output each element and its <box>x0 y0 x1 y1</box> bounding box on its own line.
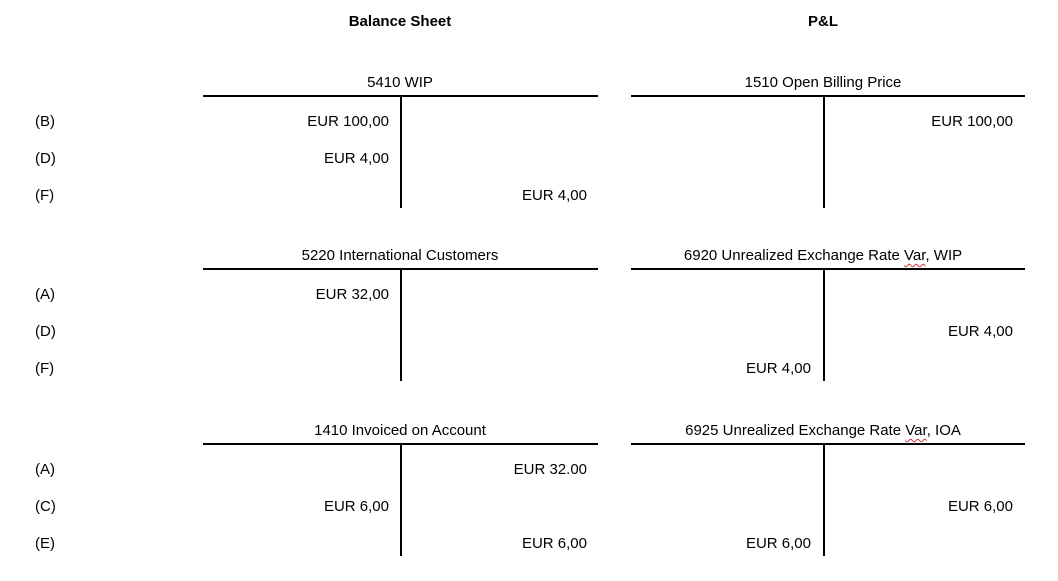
credit-amount: EUR 100,00 <box>931 113 1013 130</box>
account-title-text: 1510 Open Billing Price <box>744 74 902 91</box>
entry-letter-label: (F) <box>35 187 55 204</box>
credit-amount: EUR 4,00 <box>947 323 1013 340</box>
t-account-top-rule <box>631 268 1025 270</box>
t-account-divider-rule <box>400 443 402 556</box>
t-account-divider-rule <box>823 268 825 381</box>
t-account-divider-rule <box>823 443 825 556</box>
entry-letter-label: (C) <box>35 498 56 515</box>
account-title: 6920 Unrealized Exchange Rate Var, WIP <box>684 246 962 265</box>
t-account-top-rule <box>631 443 1025 445</box>
credit-amount: EUR 4,00 <box>521 187 587 204</box>
account-title: 5220 International Customers <box>302 246 499 265</box>
entry-letter-label: (A) <box>35 461 55 478</box>
account-title: 1510 Open Billing Price <box>745 73 902 92</box>
spellcheck-flagged-word: Var <box>905 422 927 439</box>
entry-letter-label: (E) <box>35 535 55 552</box>
t-account-divider-rule <box>400 268 402 381</box>
account-title-text: 5220 International Customers <box>301 247 499 264</box>
debit-amount: EUR 4,00 <box>745 360 811 377</box>
t-account-divider-rule <box>823 95 825 208</box>
account-title: 1410 Invoiced on Account <box>314 421 486 440</box>
debit-amount: EUR 100,00 <box>307 113 389 130</box>
account-title-text: , WIP <box>925 247 963 264</box>
account-title-text: 6920 Unrealized Exchange Rate <box>683 247 905 264</box>
debit-amount: EUR 6,00 <box>323 498 389 515</box>
entry-letter-label: (A) <box>35 286 55 303</box>
debit-amount: EUR 32,00 <box>315 286 389 303</box>
entry-letter-label: (B) <box>35 113 55 130</box>
t-account-top-rule <box>631 95 1025 97</box>
credit-amount: EUR 6,00 <box>521 535 587 552</box>
entry-letter-label: (F) <box>35 360 55 377</box>
entry-letter-label: (D) <box>35 150 56 167</box>
debit-amount: EUR 6,00 <box>745 535 811 552</box>
account-title-text: 5410 WIP <box>367 74 433 91</box>
account-title-text: , IOA <box>926 422 961 439</box>
column-header-pl: P&L <box>808 13 838 30</box>
column-header-balance-sheet: Balance Sheet <box>348 13 452 30</box>
account-title: 6925 Unrealized Exchange Rate Var, IOA <box>685 421 961 440</box>
entry-letter-label: (D) <box>35 323 56 340</box>
debit-amount: EUR 4,00 <box>323 150 389 167</box>
t-account-divider-rule <box>400 95 402 208</box>
account-title-text: 1410 Invoiced on Account <box>314 422 486 439</box>
account-title: 5410 WIP <box>367 73 433 92</box>
credit-amount: EUR 6,00 <box>947 498 1013 515</box>
account-title-text: 6925 Unrealized Exchange Rate <box>685 422 906 439</box>
spellcheck-flagged-word: Var <box>904 247 926 264</box>
credit-amount: EUR 32.00 <box>513 461 587 478</box>
